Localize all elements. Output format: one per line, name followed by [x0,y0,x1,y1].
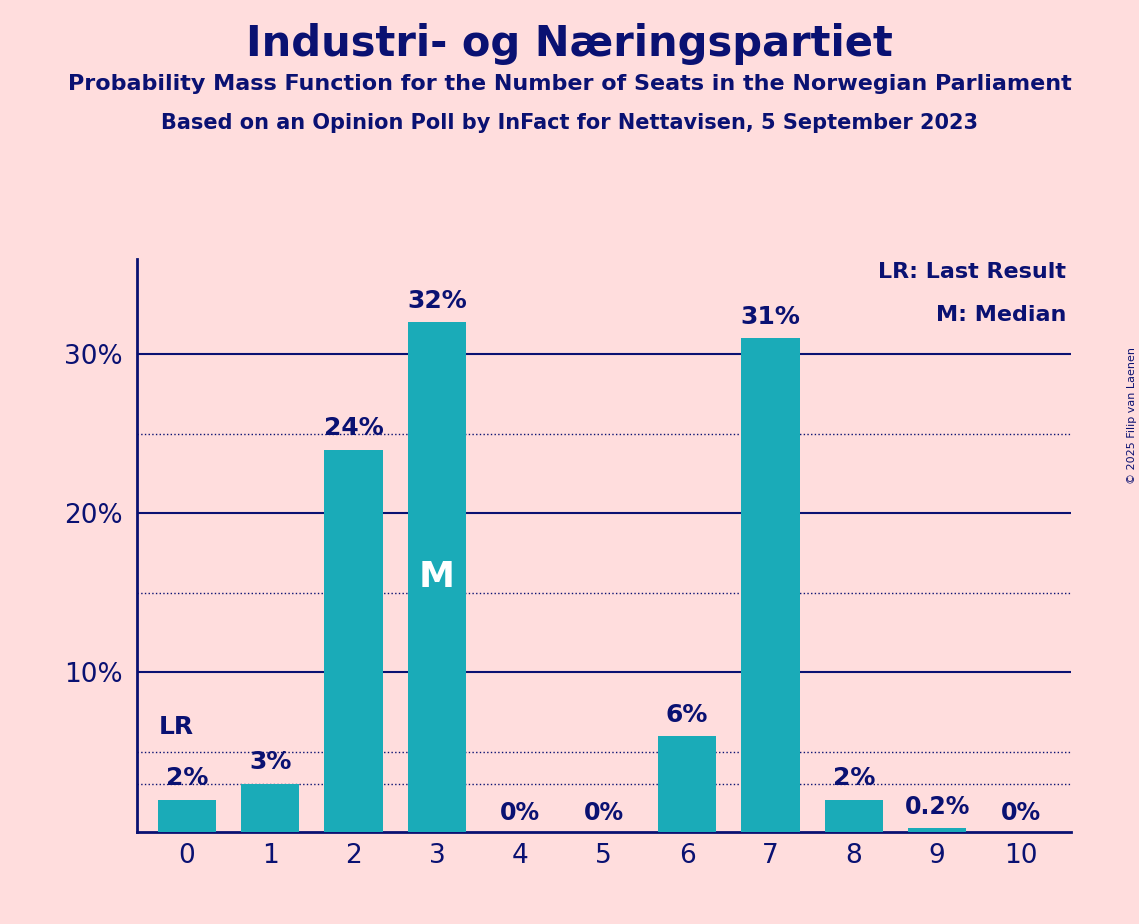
Bar [741,338,800,832]
Text: 0%: 0% [500,801,540,825]
Bar [325,450,383,832]
Bar [157,800,216,832]
Text: 24%: 24% [323,416,384,440]
Bar [825,800,883,832]
Text: © 2025 Filip van Laenen: © 2025 Filip van Laenen [1126,347,1137,484]
Bar [408,322,466,832]
Bar [908,829,966,832]
Text: 32%: 32% [407,289,467,313]
Text: Industri- og Næringspartiet: Industri- og Næringspartiet [246,23,893,65]
Text: Probability Mass Function for the Number of Seats in the Norwegian Parliament: Probability Mass Function for the Number… [67,74,1072,94]
Text: 0%: 0% [583,801,624,825]
Bar [658,736,716,832]
Text: Based on an Opinion Poll by InFact for Nettavisen, 5 September 2023: Based on an Opinion Poll by InFact for N… [161,113,978,133]
Bar [241,784,300,832]
Text: LR: Last Result: LR: Last Result [878,261,1066,282]
Text: LR: LR [159,715,195,739]
Text: 0%: 0% [1000,801,1041,825]
Text: M: Median: M: Median [935,305,1066,324]
Text: 31%: 31% [740,305,801,329]
Text: 2%: 2% [165,766,208,790]
Text: 6%: 6% [666,702,708,726]
Text: 0.2%: 0.2% [904,795,970,819]
Text: 3%: 3% [249,750,292,774]
Text: M: M [419,560,454,594]
Text: 2%: 2% [833,766,875,790]
